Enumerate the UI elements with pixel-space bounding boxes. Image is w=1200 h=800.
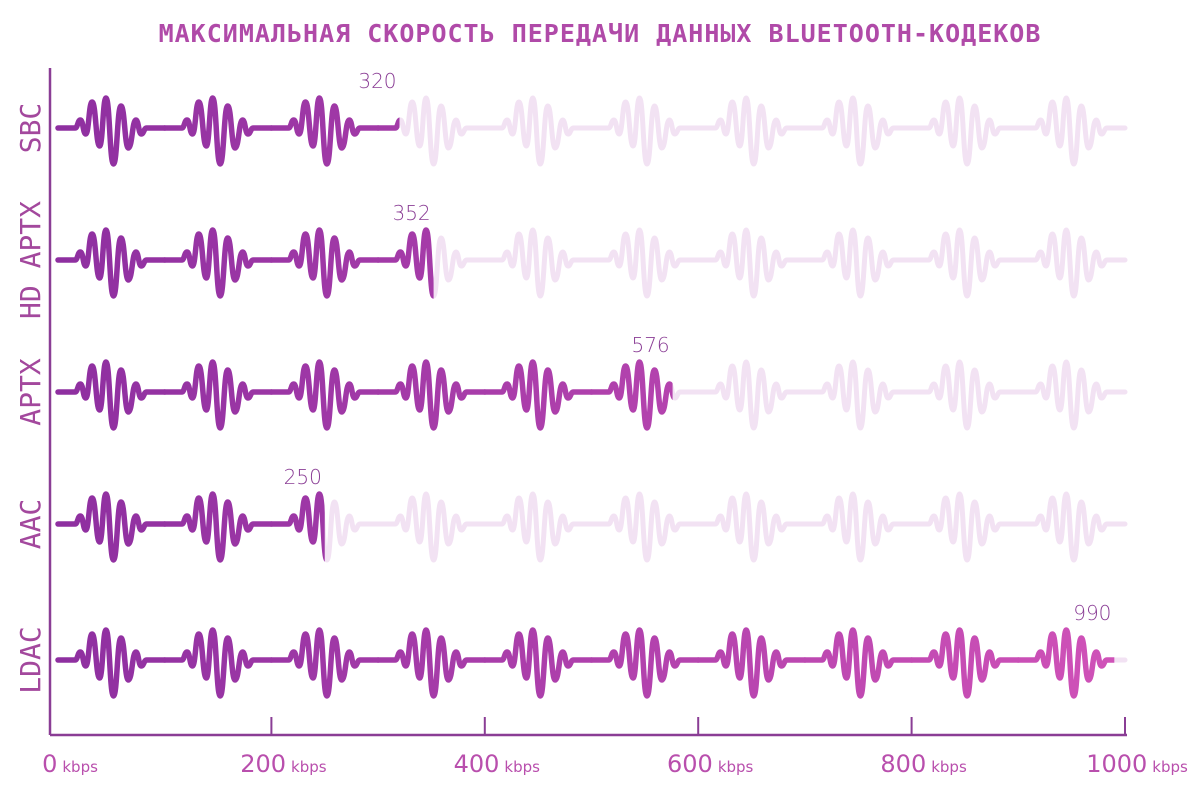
sound-wave-icon xyxy=(588,359,673,431)
chart-title: МАКСИМАЛЬНАЯ СКОРОСТЬ ПЕРЕДАЧИ ДАННЫХ BL… xyxy=(159,19,1042,48)
data-label: 320 xyxy=(358,69,396,93)
bar-ldac xyxy=(55,627,1115,699)
track-wave xyxy=(1015,491,1128,563)
data-label: 352 xyxy=(392,201,430,225)
track-wave xyxy=(802,491,915,563)
x-tick-label: 800 kbps xyxy=(880,750,967,778)
sound-wave-icon xyxy=(268,227,381,299)
track-wave xyxy=(802,227,915,299)
sound-wave-icon xyxy=(55,627,168,699)
track-wave xyxy=(695,227,808,299)
sound-wave-icon xyxy=(55,359,168,431)
category-label: HD APTX xyxy=(14,201,47,319)
sound-wave-icon xyxy=(695,627,808,699)
data-label: 990 xyxy=(1073,601,1111,625)
x-tick-label: 400 kbps xyxy=(454,750,541,778)
sound-wave-icon xyxy=(55,491,168,563)
track-wave xyxy=(695,359,808,431)
bar-waves xyxy=(55,95,1115,699)
sound-wave-icon xyxy=(268,627,381,699)
labels: 0 kbps 200 kbps 400 kbps 600 kbps 800 kbps 1000 kbp… xyxy=(14,69,1188,778)
track-wave xyxy=(695,491,808,563)
category-label: APTX xyxy=(14,358,47,426)
sound-wave-icon xyxy=(55,227,168,299)
track-wave xyxy=(1015,227,1128,299)
track-wave xyxy=(589,227,701,299)
bar-sbc xyxy=(55,95,400,167)
data-label: 576 xyxy=(631,333,669,357)
bar-hd-aptx xyxy=(55,227,434,299)
sound-wave-icon xyxy=(482,627,595,699)
track-wave xyxy=(482,227,594,299)
track-wave xyxy=(1015,95,1128,167)
sound-wave-icon xyxy=(802,627,915,699)
sound-wave-icon xyxy=(268,359,381,431)
track-wave xyxy=(802,359,915,431)
category-label: LDAC xyxy=(14,626,47,693)
axes xyxy=(48,68,1127,737)
sound-wave-icon xyxy=(161,359,275,431)
track-wave xyxy=(375,491,488,563)
sound-wave-icon xyxy=(588,627,701,699)
track-wave xyxy=(1015,359,1128,431)
track-wave xyxy=(589,491,701,563)
bar-aptx xyxy=(55,359,673,431)
sound-wave-icon xyxy=(375,359,488,431)
sound-wave-icon xyxy=(908,627,1022,699)
track-wave xyxy=(375,95,488,167)
track-wave xyxy=(909,95,1021,167)
sound-wave-icon xyxy=(161,627,275,699)
x-tick-label: 0 kbps xyxy=(42,750,98,778)
track-wave xyxy=(482,491,594,563)
x-tick-label: 600 kbps xyxy=(667,750,754,778)
sound-wave-icon xyxy=(482,359,595,431)
category-label: AAC xyxy=(14,499,47,550)
x-tick-label: 200 kbps xyxy=(240,750,327,778)
x-tick-label: 1000 kbps xyxy=(1086,750,1188,778)
sound-wave-icon xyxy=(161,227,275,299)
sound-wave-icon xyxy=(1015,627,1115,699)
sound-wave-icon xyxy=(161,491,275,563)
track-wave xyxy=(909,227,1021,299)
sound-wave-icon xyxy=(161,95,275,167)
sound-wave-icon xyxy=(268,491,325,562)
sound-wave-icon xyxy=(375,627,488,699)
sound-wave-icon xyxy=(55,95,168,167)
data-label: 250 xyxy=(284,465,322,489)
track-wave xyxy=(802,95,915,167)
track-wave xyxy=(909,491,1021,563)
track-wave xyxy=(695,95,808,167)
track-wave xyxy=(909,359,1021,431)
sound-wave-icon xyxy=(268,95,381,167)
track-wave xyxy=(589,95,701,167)
category-label: SBC xyxy=(14,103,47,154)
sound-wave-icon xyxy=(375,227,434,299)
bar-aac xyxy=(55,491,325,563)
track-wave xyxy=(482,95,594,167)
